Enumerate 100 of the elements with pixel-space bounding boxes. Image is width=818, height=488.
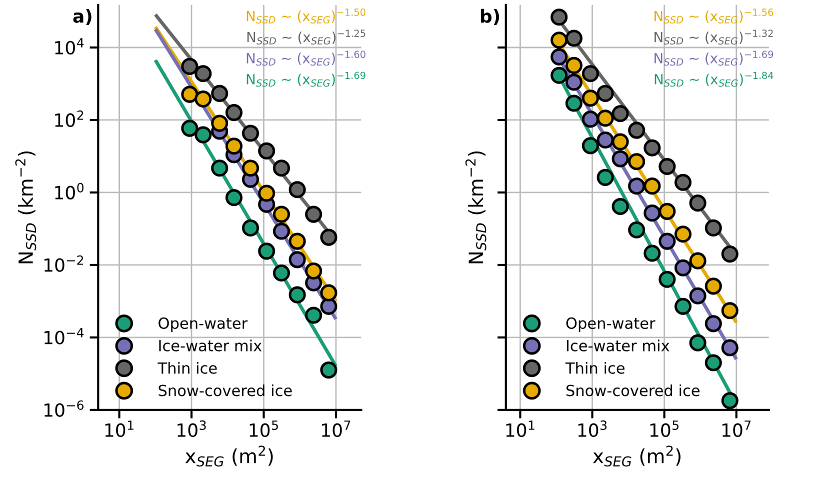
y-tick-label: 10$^{−4}$ — [44, 328, 84, 344]
point — [721, 339, 738, 356]
legend-label: Thin ice — [565, 362, 624, 374]
point — [612, 198, 629, 216]
point — [644, 139, 661, 156]
point — [658, 270, 676, 288]
point — [320, 284, 338, 302]
point — [644, 204, 661, 222]
x-tick-label: 10$^{7}$ — [322, 420, 350, 437]
point — [565, 74, 582, 91]
point — [288, 251, 306, 268]
legend-label: Open-water — [566, 317, 656, 332]
x-tick-label: 10$^{3}$ — [578, 420, 607, 437]
point — [596, 168, 614, 186]
point — [674, 226, 692, 243]
point — [644, 178, 661, 195]
point — [565, 56, 582, 74]
point — [194, 65, 212, 82]
point — [320, 298, 338, 315]
point — [628, 122, 646, 139]
point — [320, 362, 338, 379]
point — [658, 158, 676, 176]
annotation: N$_{SSD}$ ~ (x$_{SEG}$)$^{−1.69}$ — [654, 50, 774, 66]
x-tick-label: 10$^{3}$ — [178, 420, 206, 437]
x-tick-label: 10$^{5}$ — [250, 420, 278, 437]
x-tick-label: 10$^{5}$ — [650, 420, 679, 437]
point — [211, 114, 228, 132]
point — [628, 153, 646, 170]
point — [225, 138, 243, 155]
chart-title: b) — [480, 8, 500, 26]
point — [721, 302, 738, 320]
point — [194, 90, 212, 108]
point — [211, 84, 228, 102]
point — [550, 8, 568, 26]
y-tick-label: 10$^{2}$ — [55, 110, 84, 127]
point — [596, 131, 614, 149]
point — [704, 315, 722, 332]
point — [194, 126, 212, 144]
point — [689, 194, 706, 212]
point — [565, 94, 582, 112]
annotation: N$_{SSD}$ ~ (x$_{SEG}$)$^{−1.60}$ — [246, 50, 366, 66]
point — [242, 124, 260, 142]
point — [689, 334, 706, 352]
chart-title: a) — [73, 8, 92, 26]
x-tick-label: 10$^{7}$ — [722, 420, 751, 437]
legend-label: Snow-covered ice — [158, 384, 292, 396]
point — [211, 160, 228, 177]
point — [582, 137, 599, 154]
point — [658, 232, 676, 250]
x-tick-label: 10$^{1}$ — [105, 420, 134, 437]
y-axis-title: N$_{SSD}$ (km$^{−2}$) — [465, 151, 486, 264]
point — [612, 133, 629, 150]
point — [721, 392, 738, 410]
point — [550, 48, 568, 66]
point — [288, 286, 306, 304]
annotation: N$_{SSD}$ ~ (x$_{SEG}$)$^{−1.50}$ — [246, 8, 366, 24]
annotation: N$_{SSD}$ ~ (x$_{SEG}$)$^{−1.25}$ — [247, 30, 366, 45]
point — [582, 90, 599, 107]
legend-label: Snow-covered ice — [566, 384, 700, 396]
point — [596, 110, 614, 127]
point — [272, 222, 290, 240]
point — [258, 142, 276, 160]
annotation: N$_{SSD}$ ~ (x$_{SEG}$)$^{−1.56}$ — [654, 8, 774, 24]
point — [704, 278, 722, 295]
point — [582, 110, 599, 128]
point — [674, 298, 692, 315]
point — [628, 178, 646, 195]
point — [704, 354, 722, 372]
y-tick-label: 10$^{4}$ — [55, 38, 84, 54]
point — [272, 160, 290, 177]
point — [550, 66, 568, 84]
point — [689, 287, 706, 304]
legend-label: Thin ice — [158, 362, 217, 374]
point — [721, 246, 738, 263]
point — [242, 219, 260, 236]
point — [305, 206, 322, 223]
point — [225, 104, 243, 122]
legend-label: Ice-water mix — [159, 340, 262, 352]
point — [225, 189, 243, 206]
point — [674, 259, 692, 276]
point — [320, 228, 338, 246]
x-axis-title: x$_{SEG}$ (m$^{2}$) — [185, 446, 273, 467]
point — [272, 206, 290, 223]
point — [258, 242, 276, 260]
point — [628, 221, 646, 238]
y-tick-label: 10$^{0}$ — [55, 182, 84, 200]
point — [582, 65, 599, 82]
point — [288, 232, 306, 250]
point — [305, 306, 322, 324]
point — [674, 174, 692, 191]
y-tick-label: 10$^{−6}$ — [44, 400, 84, 417]
point — [242, 160, 260, 177]
point — [258, 184, 276, 202]
point — [689, 252, 706, 270]
x-tick-label: 10$^{1}$ — [506, 420, 534, 437]
point — [565, 30, 582, 47]
annotation: N$_{SSD}$ ~ (x$_{SEG}$)$^{−1.32}$ — [654, 30, 773, 45]
y-tick-label: 10$^{−2}$ — [44, 255, 84, 272]
point — [704, 219, 722, 236]
y-axis-title: N$_{SSD}$ (km$^{−2}$) — [15, 151, 36, 264]
